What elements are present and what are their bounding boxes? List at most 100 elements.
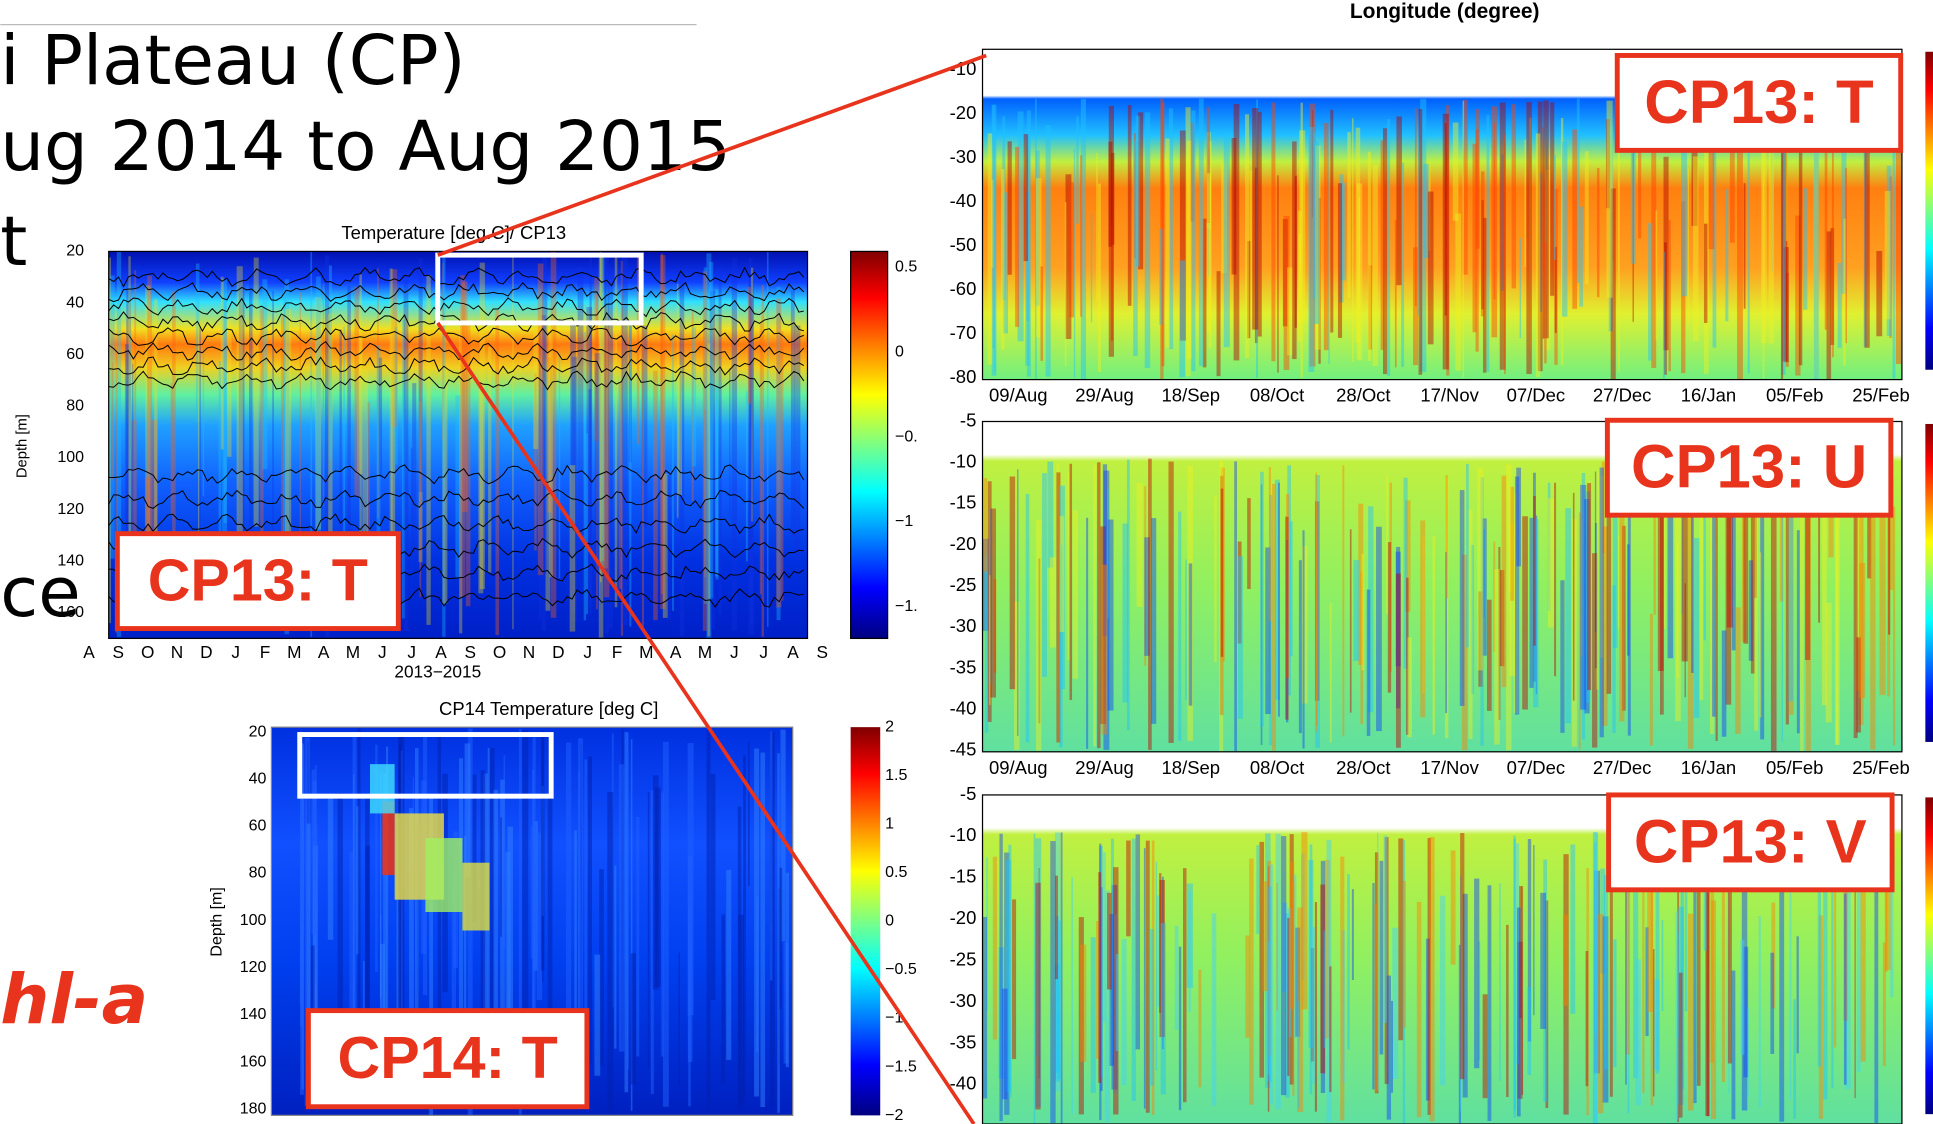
heatmap-texture (1613, 939, 1616, 1067)
heatmap-texture (1793, 999, 1796, 1118)
heatmap-texture (1058, 921, 1062, 1080)
heatmap-texture (1224, 132, 1230, 347)
heatmap-texture (1607, 489, 1612, 694)
heatmap-texture (988, 133, 992, 364)
colorbar-tick-label: −2 (885, 1106, 903, 1124)
heatmap-texture (1299, 130, 1305, 321)
x-tick-label: 07/Dec (1507, 757, 1566, 778)
heatmap-texture (1417, 902, 1422, 1117)
heatmap-texture (1502, 476, 1507, 687)
heatmap-texture (1797, 936, 1799, 1053)
heatmap-texture (1036, 520, 1041, 751)
heatmap-texture (1040, 266, 1043, 360)
heatmap-texture (1380, 861, 1384, 1055)
heatmap-texture (1598, 914, 1603, 1113)
heatmap-texture (1128, 105, 1132, 306)
heatmap-texture (1358, 197, 1359, 359)
heatmap-texture (1618, 535, 1619, 629)
y-tick-label: 60 (249, 817, 267, 835)
heatmap-texture (1797, 530, 1800, 733)
y-tick-label: 60 (66, 345, 84, 363)
y-tick-label: 160 (57, 603, 84, 621)
heatmap-texture (1560, 580, 1564, 733)
heatmap-texture (1097, 462, 1100, 748)
panel-tag: CP13: T (148, 546, 368, 613)
heatmap-texture (1563, 915, 1568, 1006)
heatmap-texture (227, 320, 231, 457)
heatmap-texture (1786, 512, 1789, 725)
header: Longitude (degree) (1350, 0, 1540, 23)
heatmap-texture (1316, 473, 1317, 732)
heatmap-texture (1676, 911, 1679, 1120)
heatmap-texture (1107, 893, 1112, 990)
x-tick-label: S (113, 642, 125, 662)
heatmap-texture (1098, 184, 1101, 372)
heatmap-texture (1656, 211, 1658, 341)
heatmap-texture (359, 274, 361, 567)
heatmap-texture (1550, 102, 1554, 296)
y-tick-label: -50 (950, 234, 977, 255)
x-tick-label: M (346, 642, 360, 662)
heatmap-texture (1070, 464, 1073, 700)
heatmap-texture (315, 825, 317, 983)
heatmap-texture (994, 128, 995, 372)
heatmap-texture (512, 255, 513, 629)
heatmap-texture (1440, 896, 1445, 1085)
heatmap-texture (672, 335, 674, 611)
heatmap-texture (1221, 489, 1224, 657)
heatmap-texture (541, 731, 545, 970)
heatmap-texture (1347, 874, 1350, 1049)
heatmap-texture (1272, 484, 1276, 751)
heatmap-texture (1572, 129, 1577, 308)
heatmap-texture (1707, 860, 1710, 1116)
heatmap-texture (1704, 224, 1707, 323)
heatmap-texture (1329, 966, 1331, 1092)
heatmap-texture (1185, 560, 1187, 701)
heatmap-texture (1122, 524, 1128, 703)
heatmap-texture (984, 478, 988, 572)
heatmap-texture (1879, 506, 1885, 695)
x-tick-label: 27/Dec (1593, 385, 1652, 406)
heatmap-texture (1544, 242, 1546, 363)
heatmap-texture (653, 371, 658, 620)
heatmap-texture (721, 914, 725, 1082)
heatmap-texture (1269, 467, 1271, 621)
heatmap-texture (1443, 114, 1449, 370)
heatmap-texture (1001, 169, 1004, 349)
heatmap-texture (1168, 462, 1173, 743)
x-tick-label: 16/Jan (1681, 757, 1736, 778)
heatmap-texture (1298, 1001, 1300, 1108)
heatmap-texture (1377, 832, 1378, 1090)
heatmap-texture (1610, 892, 1613, 1097)
heatmap-texture (1771, 498, 1777, 751)
colorbar (1925, 52, 1933, 370)
y-tick-label: -20 (950, 102, 977, 123)
heatmap-texture (1065, 202, 1067, 366)
heatmap-texture (1577, 99, 1580, 283)
y-tick-label: -40 (950, 698, 977, 719)
heatmap-texture (1668, 220, 1670, 371)
heatmap-texture (1838, 263, 1842, 348)
heatmap-texture (1398, 838, 1403, 1040)
heatmap-texture (615, 253, 618, 607)
x-tick-label: 08/Oct (1250, 757, 1304, 778)
heatmap-texture (1024, 134, 1028, 261)
x-tick-label: F (260, 642, 271, 662)
heatmap-texture (1688, 169, 1689, 324)
heatmap-texture (1034, 834, 1036, 1124)
heatmap-texture (760, 324, 762, 595)
heatmap-texture (1189, 563, 1193, 705)
heatmap-texture (329, 266, 332, 461)
heatmap-texture (1859, 563, 1865, 698)
heatmap-texture (1844, 894, 1847, 1085)
x-tick-label: 05/Feb (1766, 385, 1824, 406)
panel-tag: CP13: V (1634, 807, 1867, 876)
heatmap-texture (629, 326, 631, 627)
heatmap-texture (1826, 603, 1832, 723)
x-tick-label: N (523, 642, 535, 662)
colorbar (851, 251, 888, 638)
heatmap-texture (1469, 510, 1473, 739)
heatmap-texture (1183, 868, 1186, 1102)
heatmap-texture (1573, 493, 1575, 701)
heatmap-texture (1368, 152, 1371, 361)
